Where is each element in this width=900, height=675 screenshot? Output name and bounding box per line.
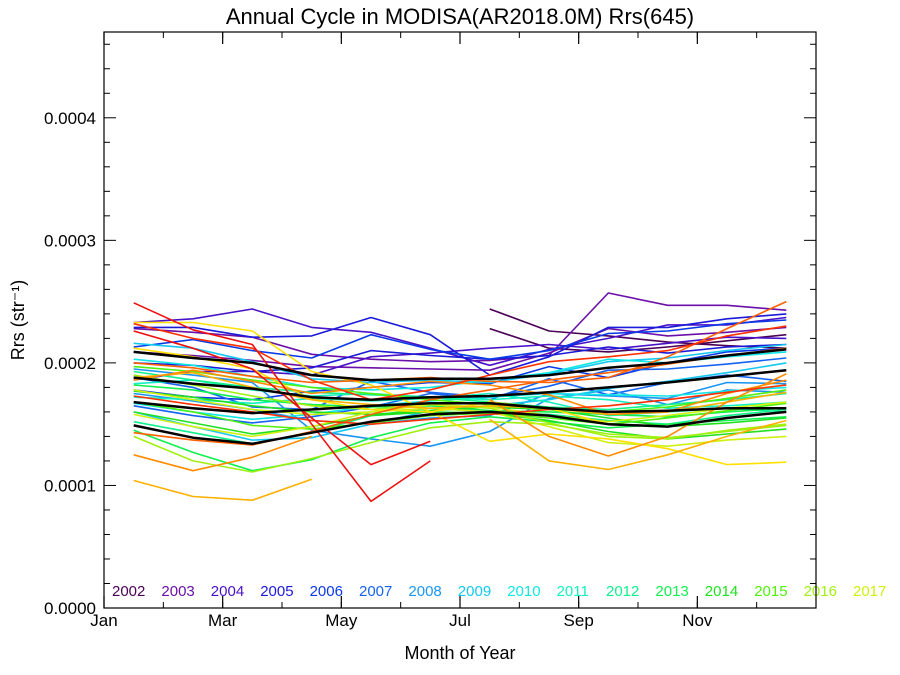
series-line: [133, 368, 787, 448]
year-label: 2017: [853, 583, 886, 600]
series-line: [133, 400, 787, 415]
year-label: 2014: [705, 583, 738, 600]
series-line: [133, 384, 787, 426]
year-label: 2012: [606, 583, 639, 600]
series-line: [133, 370, 787, 411]
plot-lines: [133, 292, 787, 503]
x-axis-ticks: Jan Mar May Jul Sep Nov: [90, 32, 817, 630]
year-label: 2004: [211, 583, 244, 600]
year-label: 2007: [359, 583, 392, 600]
series-line: [133, 420, 787, 473]
y-axis-ticks: 0.0000 0.0001 0.0002 0.0003 0.0004: [44, 43, 816, 618]
series-line: [489, 373, 787, 457]
year-label: 2006: [310, 583, 343, 600]
x-tick-label: Jul: [449, 611, 471, 630]
year-label: 2009: [458, 583, 491, 600]
year-label: 2010: [507, 583, 540, 600]
series-line: [489, 418, 787, 471]
y-tick-label: 0.0001: [44, 476, 96, 495]
series-line: [133, 336, 787, 381]
series-line: [133, 292, 787, 363]
year-label: 2016: [804, 583, 837, 600]
year-label: 2011: [557, 583, 589, 600]
y-tick-label: 0.0000: [44, 599, 96, 618]
plot-frame: [103, 31, 817, 609]
x-tick-label: Jan: [90, 611, 117, 630]
year-legend: 2002 2003 2004 2005 2006 2007 2008 2009 2010 2011…: [112, 583, 886, 600]
year-label: 2005: [260, 583, 293, 600]
series-line: [133, 435, 312, 472]
series-line: [489, 308, 787, 349]
y-tick-label: 0.0003: [44, 231, 96, 250]
year-label: 2013: [655, 583, 688, 600]
series-line: [133, 389, 787, 448]
x-tick-label: May: [325, 611, 358, 630]
x-axis-label: Month of Year: [404, 643, 515, 663]
year-label: 2008: [408, 583, 441, 600]
series-line: [133, 319, 787, 361]
y-tick-label: 0.0004: [44, 109, 96, 128]
series-line: [133, 342, 787, 384]
series-line: [133, 322, 787, 401]
x-tick-label: Mar: [208, 611, 238, 630]
year-label: 2002: [112, 583, 145, 600]
series-line: [133, 478, 312, 502]
series-line: [133, 302, 431, 503]
x-tick-label: Nov: [682, 611, 713, 630]
year-label: 2015: [754, 583, 787, 600]
y-axis-label: Rrs (str⁻¹): [8, 280, 28, 360]
series-line: [133, 415, 787, 472]
year-label: 2003: [161, 583, 194, 600]
series-line: [133, 401, 787, 438]
series-line: [133, 348, 787, 382]
chart-title: Annual Cycle in MODISA(AR2018.0M) Rrs(64…: [226, 4, 694, 29]
x-tick-label: Sep: [564, 611, 594, 630]
series-line: [133, 368, 787, 401]
y-tick-label: 0.0002: [44, 354, 96, 373]
series-line: [133, 410, 787, 446]
